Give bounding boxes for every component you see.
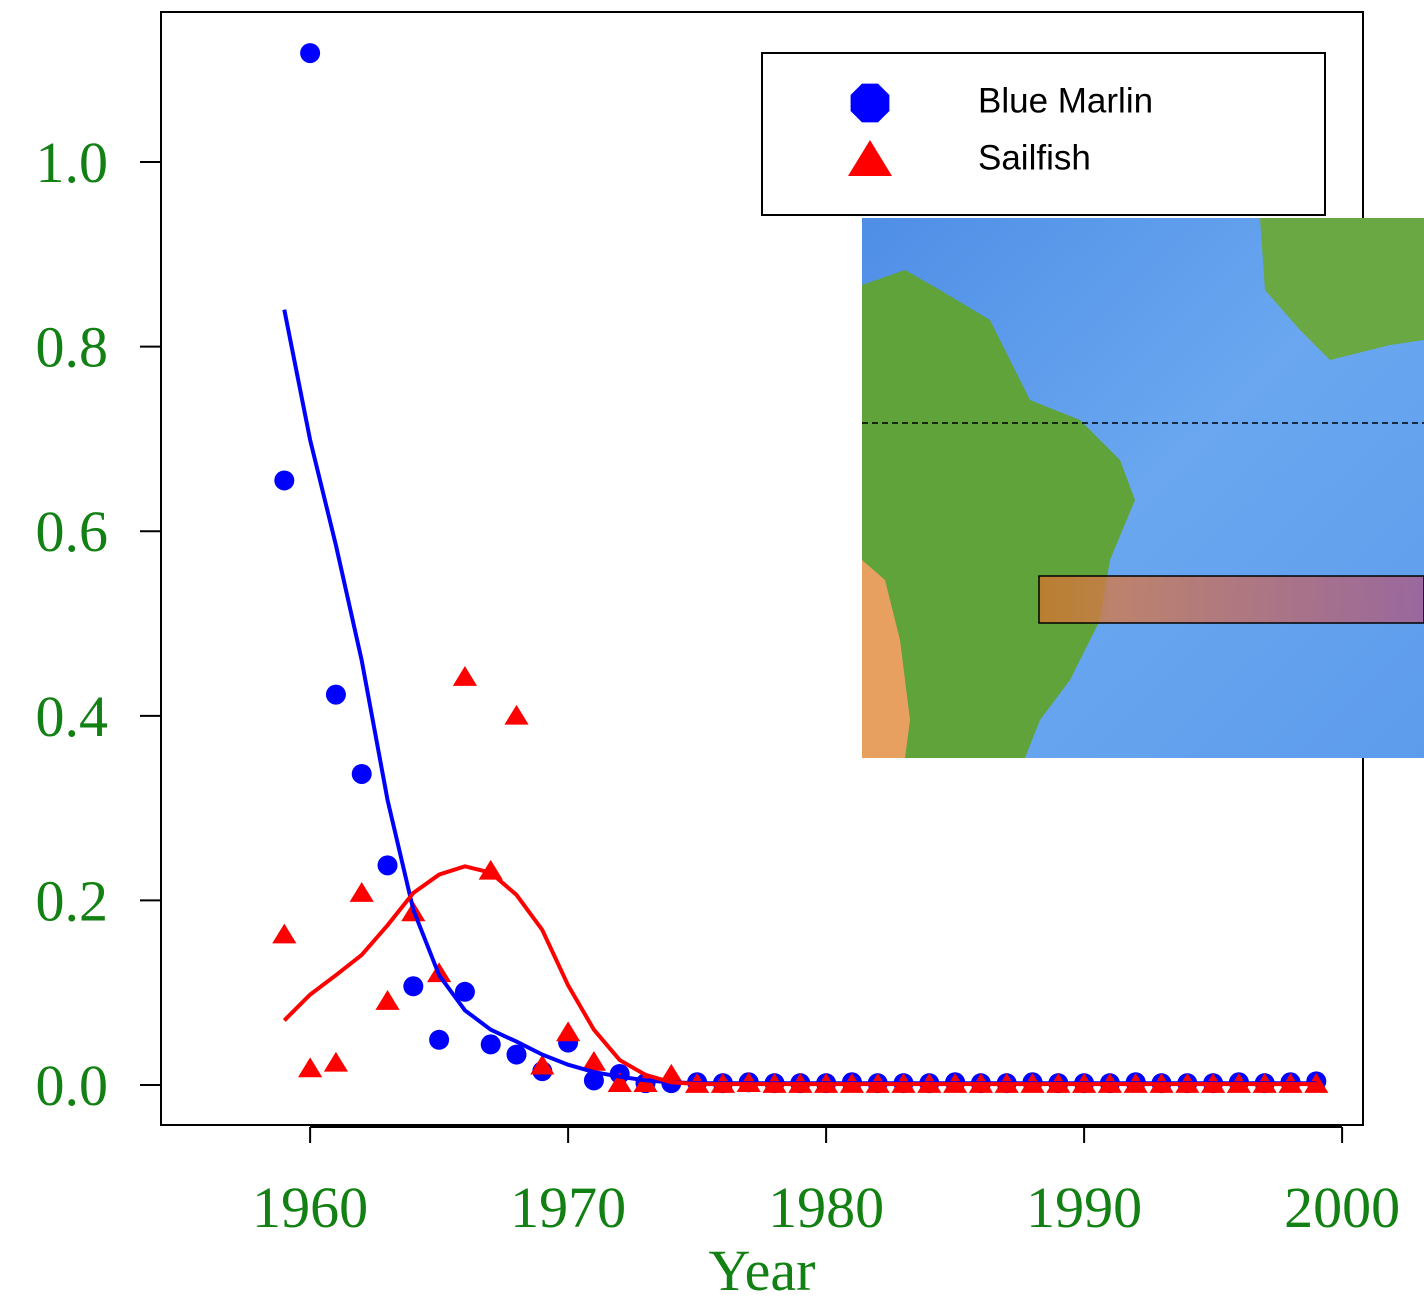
legend-label: Blue Marlin — [978, 81, 1153, 120]
x-axis-label: Year — [709, 1238, 816, 1297]
triangle-marker — [453, 666, 477, 686]
triangle-marker — [324, 1052, 348, 1072]
chart: Blue Marlin Sailfish Year 0.0 0.2 0.4 0.6 0.8… — [0, 0, 1424, 1297]
circle-marker — [326, 685, 346, 705]
y-tick-label: 0.4 — [36, 684, 109, 749]
circle-marker — [481, 1034, 501, 1054]
y-tick-label: 1.0 — [36, 130, 109, 195]
legend-box — [762, 53, 1325, 215]
legend-marker — [851, 84, 890, 123]
legend-label: Sailfish — [978, 138, 1091, 177]
y-tick-label: 0.6 — [36, 499, 109, 564]
circle-marker — [378, 855, 398, 875]
circle-marker — [507, 1045, 527, 1065]
triangle-marker — [272, 924, 296, 944]
circle-marker — [274, 470, 294, 490]
circle-marker — [300, 43, 320, 63]
y-tick-label: 0.0 — [36, 1053, 109, 1118]
circle-marker — [352, 764, 372, 784]
triangle-marker — [556, 1021, 580, 1041]
triangle-marker — [350, 882, 374, 902]
triangle-marker — [375, 990, 399, 1010]
y-tick-label: 0.8 — [36, 315, 109, 380]
page: Blue Marlin Sailfish Year 0.0 0.2 0.4 0.6 0.8… — [0, 0, 1424, 1297]
x-tick-label: 1980 — [768, 1175, 884, 1240]
triangle-marker — [504, 705, 528, 725]
x-tick-label: 1970 — [510, 1175, 626, 1240]
map-region — [1039, 576, 1424, 623]
x-tick-label: 1960 — [252, 1175, 368, 1240]
x-tick-label: 2000 — [1284, 1175, 1400, 1240]
triangle-marker — [298, 1057, 322, 1077]
map-inset — [862, 218, 1424, 758]
circle-marker — [403, 976, 423, 996]
y-tick-label: 0.2 — [36, 868, 109, 933]
x-tick-label: 1990 — [1026, 1175, 1142, 1240]
circle-marker — [429, 1030, 449, 1050]
